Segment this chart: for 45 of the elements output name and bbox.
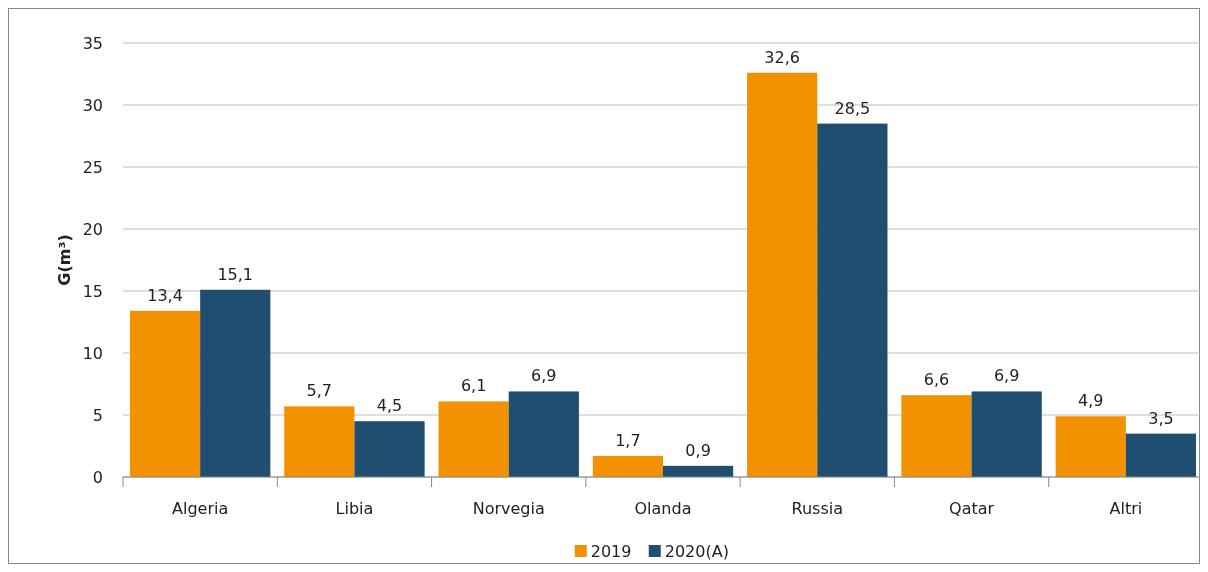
bar: [747, 72, 818, 477]
data-label: 28,5: [834, 98, 871, 118]
data-label: 6,9: [993, 366, 1020, 386]
data-label: 6,9: [531, 366, 557, 386]
y-tick-label: 25: [82, 158, 103, 177]
bar: [817, 123, 888, 477]
data-label: 0,9: [685, 440, 711, 460]
x-tick-label: Qatar: [949, 499, 995, 518]
y-tick-label: 10: [82, 344, 103, 363]
legend-label: 2020(A): [664, 542, 729, 561]
bar: [1125, 433, 1197, 477]
x-tick-label: Norvegia: [472, 499, 545, 518]
y-tick-label: 15: [82, 282, 103, 301]
y-tick-label: 20: [82, 220, 103, 239]
bar: [438, 401, 509, 477]
data-label: 32,6: [764, 47, 800, 67]
data-label: 6,1: [460, 376, 487, 396]
y-tick-label: 30: [82, 96, 103, 115]
data-label: 3,5: [1148, 408, 1174, 428]
bar: [129, 310, 201, 477]
data-label: 4,5: [376, 396, 403, 416]
bar: [592, 455, 663, 477]
bar: [200, 289, 271, 477]
y-tick-label: 5: [92, 406, 103, 425]
x-tick-label: Libia: [335, 499, 374, 518]
y-tick-label: 0: [92, 468, 103, 487]
data-label: 15,1: [217, 264, 254, 284]
bar: [1055, 416, 1126, 477]
data-label: 6,6: [923, 370, 950, 390]
bar: [354, 421, 425, 477]
bar: [901, 395, 972, 477]
bar: [508, 391, 579, 477]
x-tick-label: Altri: [1109, 499, 1143, 518]
bar: [284, 406, 355, 477]
bar: [971, 391, 1042, 477]
legend-label: 2019: [590, 542, 632, 561]
x-tick-label: Algeria: [172, 499, 229, 518]
x-tick-label: Russia: [791, 499, 844, 518]
x-tick-label: Olanda: [634, 499, 692, 518]
y-axis-title: G(m³): [55, 234, 74, 286]
data-label: 13,4: [147, 285, 183, 305]
data-label: 5,7: [306, 381, 333, 401]
data-label: 4,9: [1078, 391, 1104, 411]
y-tick-label: 35: [82, 34, 103, 53]
data-label: 1,7: [615, 430, 641, 450]
